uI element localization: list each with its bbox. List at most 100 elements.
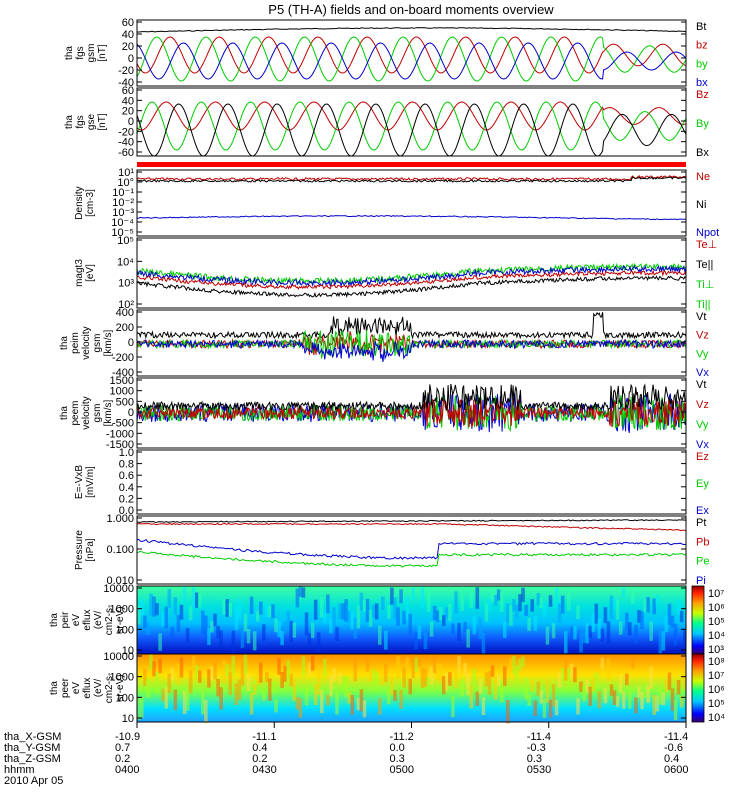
spectrogram-streak [155, 603, 159, 616]
spectrogram-streak [597, 690, 602, 709]
spectrogram-streak [679, 610, 684, 623]
spectrogram-streak [521, 656, 525, 667]
footer-value: 0.7 [115, 742, 130, 754]
bx-series [137, 42, 686, 80]
spectrogram-streak [676, 679, 681, 695]
bz-series [137, 36, 686, 74]
y-tick-label: 0.100 [106, 544, 134, 556]
y-tick-label: 10³ [118, 278, 134, 290]
te-par-series [137, 275, 686, 298]
y-tick-label: -500 [112, 418, 134, 430]
spectrogram-streak [310, 655, 315, 671]
spectrogram-streak [182, 691, 187, 715]
spectrogram-streak [310, 622, 315, 639]
spectrogram-streak [411, 587, 416, 600]
spectrogram-streak [506, 603, 510, 623]
y-axis-label: [mV/m] [85, 466, 96, 498]
y-tick-label: 10 [122, 645, 134, 657]
y-tick-label: 100 [116, 624, 134, 636]
spectrogram-streak [637, 686, 641, 698]
spectrogram-streak [152, 661, 156, 677]
panel-temperature: 10⁵ 10⁴ 10³ 10² magt3 [eV] Te⊥ Te|| Ti⊥ Ti|| [74, 235, 717, 311]
vx-i-series [137, 338, 686, 362]
spectrogram-streak [399, 689, 403, 709]
spectrogram-streak [621, 587, 626, 599]
spectrogram-streak [564, 660, 568, 681]
spectrogram-streak [573, 626, 577, 640]
spectrogram-streak [393, 690, 397, 701]
spectrogram-streak [188, 670, 193, 694]
spectrogram-streak [567, 587, 571, 611]
spectrogram-streak [588, 686, 592, 707]
y-tick-label: 1.000 [106, 513, 134, 525]
spectrogram-streak [362, 599, 367, 612]
footer-value: 0400 [115, 764, 139, 776]
spectrogram-streak [466, 674, 470, 696]
spectrogram-streak [320, 597, 324, 618]
legend-entry: Ni [696, 199, 706, 211]
spectrogram-streak [621, 691, 626, 709]
spectrogram-streak [371, 669, 376, 691]
spectrogram-streak [676, 599, 681, 615]
spectrogram-streak [426, 677, 431, 689]
spectrogram-streak [207, 628, 211, 645]
spectrogram-streak [490, 588, 495, 602]
npot-series [137, 214, 686, 221]
spectrogram-streak [554, 700, 559, 716]
spectrogram-streak [478, 617, 483, 640]
panel-frame [136, 169, 687, 237]
legend-entry: Npot [696, 227, 719, 239]
spectrogram-streak [414, 657, 419, 672]
spectrogram-streak [249, 693, 254, 715]
spectrogram-streak [259, 662, 263, 683]
legend-entry: Bx [696, 147, 709, 159]
spectrogram-streak [274, 699, 278, 713]
spectrogram-streak [432, 606, 437, 621]
spectrogram-streak [609, 684, 614, 696]
spectrogram-streak [576, 698, 580, 715]
spectrogram-streak [429, 621, 434, 637]
y-tick-label: 10° [117, 177, 134, 189]
colorbar-label: 10⁶ [708, 684, 725, 696]
footer-date: 2010 Apr 05 [4, 775, 63, 787]
spectrogram-streak [341, 603, 345, 620]
spectrogram-streak [512, 655, 516, 675]
y-tick-label: 0.010 [106, 575, 134, 587]
y-tick-label: -1000 [106, 428, 134, 440]
spectrogram-streak [625, 673, 629, 686]
legend-entry: Te⊥ [696, 239, 717, 251]
y-tick-label: 400 [116, 307, 134, 319]
spectrogram-streak [176, 663, 181, 685]
spectrogram-streak [606, 658, 611, 682]
spectrogram-streak [402, 610, 406, 625]
spectrogram-streak [405, 657, 409, 675]
footer-value: 0500 [390, 764, 414, 776]
y-axis-label: peem [70, 400, 81, 425]
spectrogram-streak [298, 698, 303, 718]
spectrogram-streak [551, 623, 556, 639]
spectrogram-streak [271, 604, 275, 619]
spectrogram-streak [445, 672, 449, 692]
spectrogram-streak [170, 626, 175, 638]
spectrogram-streak [481, 697, 486, 715]
spectrogram-streak [231, 656, 236, 676]
footer-value: 0.4 [664, 753, 679, 765]
spectrogram-streak [557, 672, 562, 688]
spectrogram-streak [368, 670, 373, 682]
panel-frame [136, 449, 687, 515]
spectrogram-streak [646, 685, 650, 703]
spectrogram-streak [670, 615, 675, 628]
legend-entry: Vz [696, 330, 709, 342]
spectrogram-streak [301, 656, 306, 677]
y-axis-label: peim [70, 332, 81, 354]
spectrogram-streak [527, 694, 531, 706]
spectrogram-streak [374, 603, 379, 620]
spectrogram-streak [219, 687, 223, 710]
spectrogram-streak [356, 605, 361, 629]
pt-series [137, 519, 686, 523]
spectrogram-streak [423, 631, 428, 650]
spectrogram-streak [268, 678, 272, 701]
spectrogram-streak [164, 687, 168, 709]
y-tick-label: 20 [122, 106, 134, 118]
spectrogram-streak [353, 658, 358, 682]
